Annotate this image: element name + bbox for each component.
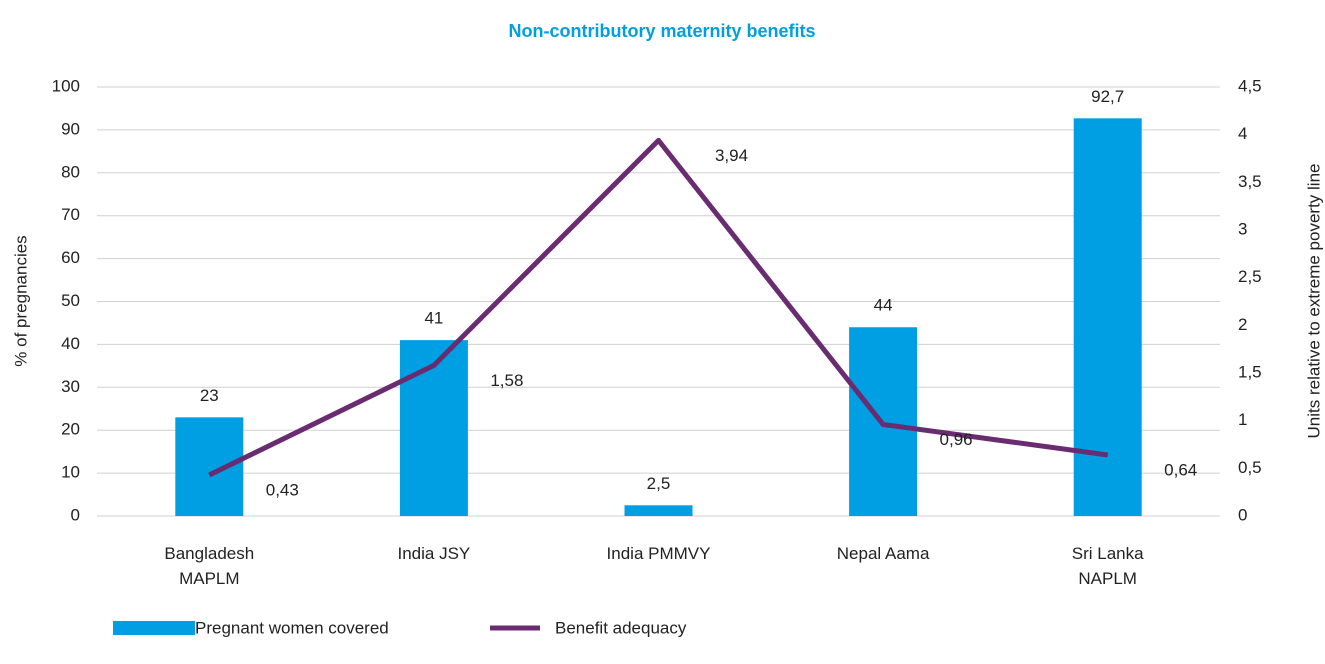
y2-tick-label: 0 [1238,505,1247,524]
y-tick-label: 90 [61,119,80,138]
y2-axis-title: Units relative to extreme poverty line [1304,164,1323,439]
y-tick-label: 60 [61,248,80,267]
data-label: 92,7 [1091,87,1124,106]
y-tick-label: 0 [71,505,80,524]
data-label: 44 [874,296,893,315]
data-label: 0,96 [940,430,973,449]
data-label: 41 [424,309,443,328]
y2-tick-label: 4 [1238,124,1247,143]
y2-tick-label: 3,5 [1238,172,1262,191]
y2-tick-label: 0,5 [1238,458,1262,477]
y-axis-title: % of pregnancies [11,235,30,366]
x-tick-label: Bangladesh MAPLM [164,544,255,588]
y2-tick-label: 1 [1238,410,1247,429]
x-tick-label: India PMMVY [606,544,711,563]
x-tick-label: Sri Lanka NAPLM [1071,544,1144,588]
y-tick-label: 80 [61,162,80,181]
legend-swatch [113,621,195,635]
bar [175,417,244,516]
data-label: 23 [200,386,219,405]
data-label: 3,94 [715,146,748,165]
y-tick-label: 70 [61,205,80,224]
x-tick-label: India JSY [397,544,471,563]
legend-label: Pregnant women covered [195,618,389,637]
y2-tick-label: 3 [1238,219,1247,238]
data-label: 0,64 [1164,460,1197,479]
data-label: 1,58 [490,371,523,390]
y-tick-label: 10 [61,463,80,482]
y-tick-label: 30 [61,377,80,396]
data-label: 2,5 [647,474,671,493]
y2-tick-label: 2 [1238,315,1247,334]
data-label: 0,43 [266,480,299,499]
bar [1073,118,1142,516]
bar [624,505,693,516]
y-tick-label: 100 [52,76,80,95]
y-tick-label: 20 [61,420,80,439]
y2-tick-label: 2,5 [1238,267,1262,286]
y2-tick-label: 1,5 [1238,362,1262,381]
line [208,137,1109,478]
x-tick-label: Nepal Aama [836,544,930,563]
y2-tick-label: 4,5 [1238,76,1262,95]
y-tick-label: 50 [61,291,80,310]
y-tick-label: 40 [61,334,80,353]
chart-title: Non-contributory maternity benefits [508,21,815,41]
bar [399,340,468,516]
legend-label: Benefit adequacy [555,618,687,637]
